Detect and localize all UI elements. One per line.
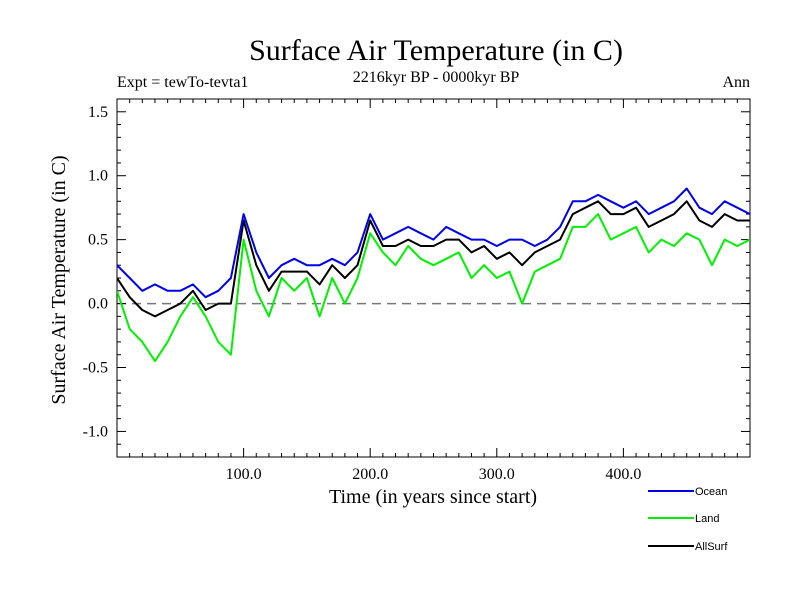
plot-frame [116,98,751,458]
x-tick-label: 300.0 [479,466,515,483]
legend-label-land: Land [695,513,719,525]
expt-label: Expt = tewTo-tevta1 [117,74,248,91]
y-tick-label: 0.0 [88,296,108,313]
x-tick-label: 400.0 [605,466,641,483]
series-line-land [117,213,750,363]
x-axis-label: Time (in years since start) [329,486,537,508]
x-tick-label: 100.0 [226,466,262,483]
legend: Ocean Land AllSurf [648,486,728,553]
series-line-allsurf [117,200,750,318]
y-axis-label: Surface Air Temperature (in C) [48,155,70,404]
y-tick-label: 1.0 [88,168,108,185]
y-tick-label: 1.5 [88,104,108,121]
plot-area: -1.0 -0.5 0.0 0.5 1.0 1.5 100.0 200.0 300.0 400.0 [83,98,751,483]
chart-title: Surface Air Temperature (in C) [249,34,623,67]
y-tick-label: -1.0 [83,423,108,440]
legend-label-ocean: Ocean [695,486,727,498]
x-tick-label: 200.0 [352,466,388,483]
legend-label-allsurf: AllSurf [695,541,728,553]
y-tick-label: -0.5 [83,360,108,377]
season-label: Ann [722,74,750,91]
y-tick-label: 0.5 [88,232,108,249]
chart-subtitle: 2216kyr BP - 0000kyr BP [353,69,520,86]
series-line-ocean [117,187,750,299]
